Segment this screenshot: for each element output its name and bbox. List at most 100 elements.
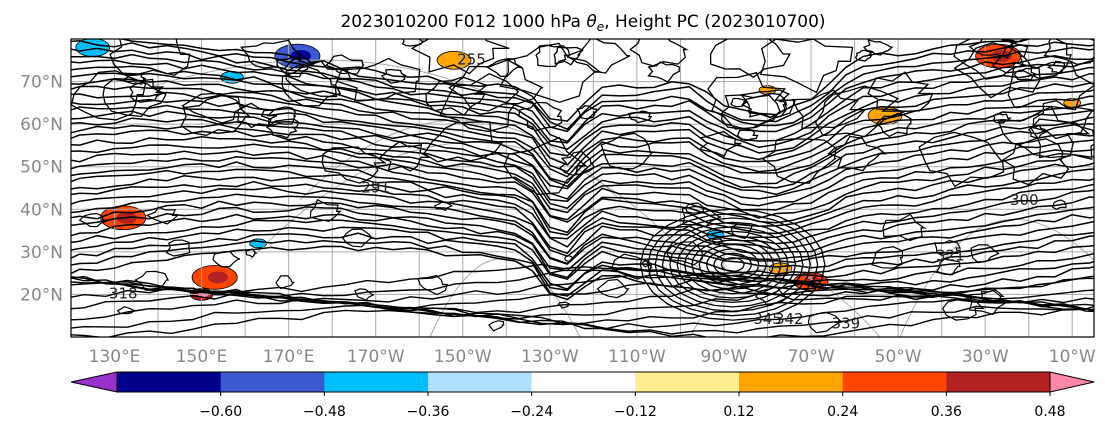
height-contour-loop <box>740 89 791 119</box>
height-contour-loop <box>1013 67 1037 81</box>
height-contour-line <box>71 59 1094 144</box>
height-contour-loop <box>741 92 788 118</box>
contour-label: 342 <box>775 310 804 328</box>
height-contour-loop <box>265 118 300 139</box>
colorbar-label: −0.60 <box>199 404 242 420</box>
height-contour-line <box>71 65 1094 151</box>
latitude-label: 20°N <box>20 285 63 305</box>
height-contour-line <box>71 239 1094 297</box>
colorbar-max-extension <box>1049 371 1095 393</box>
longitude-label: 110°W <box>608 347 666 367</box>
height-contour-loop <box>661 221 804 308</box>
height-contour-loop <box>342 228 375 248</box>
height-contour-loop <box>712 238 725 246</box>
longitude-labels: 130°E 150°E 170°E 170°W 150°W 130°W 110°W 90°W 7… <box>89 347 1096 367</box>
height-contour-loop <box>867 71 934 112</box>
height-contour-loop <box>991 39 1072 79</box>
height-contour-line <box>71 263 1094 294</box>
height-contour-loop <box>669 226 797 304</box>
height-contour-loop <box>997 105 1091 159</box>
colorbar-segment <box>428 372 533 392</box>
height-contour-loop <box>353 288 375 301</box>
height-contour-line <box>71 175 1094 248</box>
title-subscript: e <box>597 20 604 34</box>
height-contour-loop <box>871 246 904 269</box>
longitude-label: 130°E <box>89 347 141 367</box>
height-contour-loop <box>423 121 504 163</box>
longitude-label: 130°W <box>521 347 579 367</box>
height-contour-line <box>71 150 1094 224</box>
colorbar-segment <box>117 372 222 392</box>
colorbar-segment <box>531 372 636 392</box>
height-contour-loop <box>417 274 449 296</box>
colorbar-label: −0.36 <box>407 404 450 420</box>
colorbar-label: 0.36 <box>931 404 962 420</box>
height-contour-loop <box>683 235 782 295</box>
height-contour-loop <box>336 57 421 102</box>
height-contour-loop <box>378 141 430 172</box>
height-contour-loop <box>535 44 571 68</box>
height-contour-line <box>71 298 1094 330</box>
height-contour-loop <box>285 60 352 98</box>
height-contour-line <box>71 219 1094 281</box>
height-contour-loop <box>827 135 888 172</box>
height-contour-line <box>71 78 1094 166</box>
longitude-label: 150°W <box>434 347 492 367</box>
longitude-label: 90°W <box>701 347 748 367</box>
height-contour-loop <box>933 239 962 257</box>
height-contour-line <box>71 85 1094 173</box>
colorbar-label: −0.12 <box>614 404 657 420</box>
height-contour-loop <box>276 56 313 78</box>
height-contour-line <box>71 143 1094 221</box>
height-contour-loop <box>325 54 365 75</box>
latitude-labels: 70°N 60°N 50°N 40°N 30°N 20°N <box>20 73 63 306</box>
height-contour-loop <box>123 72 147 85</box>
height-contour-loop <box>503 136 588 196</box>
anomaly-patch <box>249 238 268 249</box>
height-contour-loop <box>639 208 826 321</box>
map-title: 2023010200 F012 1000 hPa θe, Height PC (… <box>340 12 825 34</box>
height-contour-loop <box>559 150 595 176</box>
height-contour-loop <box>165 239 191 257</box>
height-contour-loop <box>698 243 767 286</box>
title-suffix: , Height PC (2023010700) <box>604 12 825 32</box>
latitude-label: 30°N <box>20 243 63 263</box>
height-contour-loop <box>499 42 603 103</box>
longitude-label: 70°W <box>788 347 835 367</box>
height-contour-loop <box>78 212 109 228</box>
colorbar-label: −0.48 <box>303 404 346 420</box>
height-contour-line <box>71 40 1094 131</box>
height-contour-loop <box>1043 39 1094 65</box>
longitude-label: 150°E <box>176 347 228 367</box>
contour-label: 300 <box>1010 191 1039 209</box>
height-contour-loop <box>180 95 252 136</box>
height-contour-line <box>71 168 1094 240</box>
height-contour-loop <box>518 101 563 132</box>
height-contour-loop <box>736 129 759 142</box>
height-contour-loop <box>1051 199 1067 210</box>
height-contour-line <box>71 104 1094 188</box>
title-prefix: 2023010200 F012 1000 hPa <box>340 12 586 32</box>
height-contour-line <box>71 129 1094 210</box>
height-contour-line <box>71 156 1094 234</box>
height-contour-loop <box>281 64 342 107</box>
height-contour-loop <box>862 39 894 56</box>
projection-graticule <box>139 59 481 91</box>
height-contour-line <box>118 39 1032 122</box>
contour-label: 321 <box>936 246 965 264</box>
height-contour-loop <box>941 298 985 321</box>
height-contour-loop <box>565 39 631 74</box>
colorbar-label: 0.24 <box>827 404 858 420</box>
title-symbol: θ <box>586 12 597 32</box>
height-contour-line <box>71 200 1094 266</box>
height-contour-loop <box>706 248 760 281</box>
colorbar-label: 0.12 <box>723 404 754 420</box>
height-contour-loop <box>109 39 191 76</box>
colorbar-segment <box>739 372 844 392</box>
height-contour-loop <box>676 230 789 299</box>
height-contours <box>71 39 1094 337</box>
colorbar-label: 0.48 <box>1034 404 1065 420</box>
height-contour-line <box>71 226 1094 290</box>
height-contour-line <box>71 117 1094 200</box>
height-contour-loop <box>875 112 912 138</box>
